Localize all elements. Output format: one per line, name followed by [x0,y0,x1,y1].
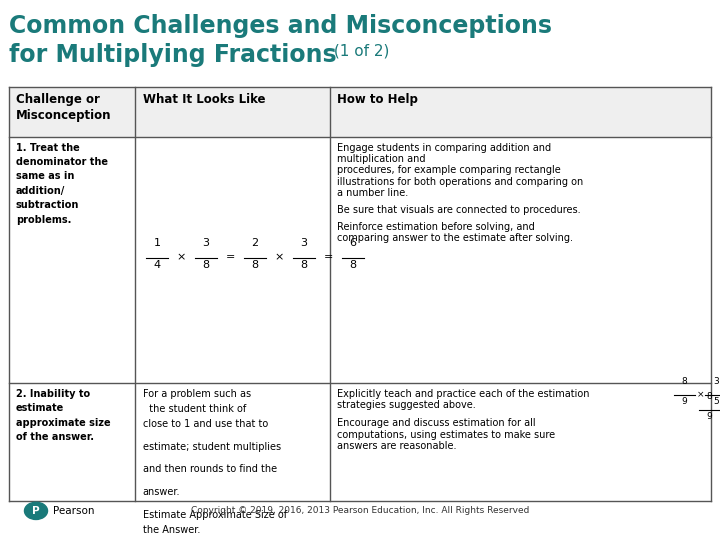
Text: close to 1 and use that to: close to 1 and use that to [143,419,268,429]
Text: a number line.: a number line. [337,188,408,198]
Text: 2: 2 [251,238,258,248]
Text: 6: 6 [349,238,356,248]
Text: Pearson: Pearson [53,506,94,516]
Text: procedures, for example comparing rectangle: procedures, for example comparing rectan… [337,165,561,176]
Text: computations, using estimates to make sure: computations, using estimates to make su… [337,430,555,440]
Circle shape [24,502,48,519]
Text: Engage students in comparing addition and: Engage students in comparing addition an… [337,143,551,153]
Text: 8: 8 [682,376,688,386]
Text: strategies suggested above.: strategies suggested above. [337,400,476,410]
Text: =: = [225,253,235,262]
Text: illustrations for both operations and comparing on: illustrations for both operations and co… [337,177,583,187]
Text: Be sure that visuals are connected to procedures.: Be sure that visuals are connected to pr… [337,205,580,215]
Text: the Answer.: the Answer. [143,525,200,535]
Text: 3: 3 [300,238,307,248]
Text: 8: 8 [706,392,712,401]
Text: answers are reasonable.: answers are reasonable. [337,441,456,451]
Text: Encourage and discuss estimation for all: Encourage and discuss estimation for all [337,418,536,428]
Text: 9: 9 [706,413,712,421]
Text: Common Challenges and Misconceptions: Common Challenges and Misconceptions [9,14,552,37]
Text: 3: 3 [714,376,719,386]
Text: 8: 8 [349,260,356,269]
Text: =: = [323,253,333,262]
Text: the student think of: the student think of [143,404,246,414]
Bar [9,87,711,137]
Text: (1 of 2): (1 of 2) [329,43,390,58]
Text: For a problem such as: For a problem such as [143,389,251,399]
Text: 1: 1 [153,238,161,248]
Text: 3: 3 [202,238,210,248]
Text: ×: × [274,253,284,262]
Text: 9: 9 [682,397,688,406]
Text: for Multiplying Fractions: for Multiplying Fractions [9,43,336,67]
Text: P: P [32,506,40,516]
Text: 8: 8 [202,260,210,269]
Text: answer.: answer. [143,487,180,497]
Bar [9,87,711,501]
Text: 2. Inability to
estimate
approximate size
of the answer.: 2. Inability to estimate approximate siz… [16,389,110,442]
Text: and then rounds to find the: and then rounds to find the [143,464,276,475]
Text: 8: 8 [251,260,258,269]
Text: estimate; student multiplies: estimate; student multiplies [143,442,281,452]
Text: 5: 5 [714,397,719,406]
Text: comparing answer to the estimate after solving.: comparing answer to the estimate after s… [337,233,573,244]
Text: multiplication and: multiplication and [337,154,428,164]
Text: Estimate Approximate Size of: Estimate Approximate Size of [143,510,287,520]
Text: How to Help: How to Help [337,93,418,106]
Text: Challenge or
Misconception: Challenge or Misconception [16,93,112,123]
Text: Explicitly teach and practice each of the estimation: Explicitly teach and practice each of th… [337,389,590,399]
Text: ×: × [696,391,704,400]
Text: 1. Treat the
denominator the
same as in
addition/
subtraction
problems.: 1. Treat the denominator the same as in … [16,143,108,225]
Text: Reinforce estimation before solving, and: Reinforce estimation before solving, and [337,222,535,232]
Text: 8: 8 [300,260,307,269]
Text: What It Looks Like: What It Looks Like [143,93,265,106]
Text: 4: 4 [153,260,161,269]
Text: Copyright © 2019, 2016, 2013 Pearson Education, Inc. All Rights Reserved: Copyright © 2019, 2016, 2013 Pearson Edu… [191,507,529,515]
Text: ×: × [176,253,186,262]
